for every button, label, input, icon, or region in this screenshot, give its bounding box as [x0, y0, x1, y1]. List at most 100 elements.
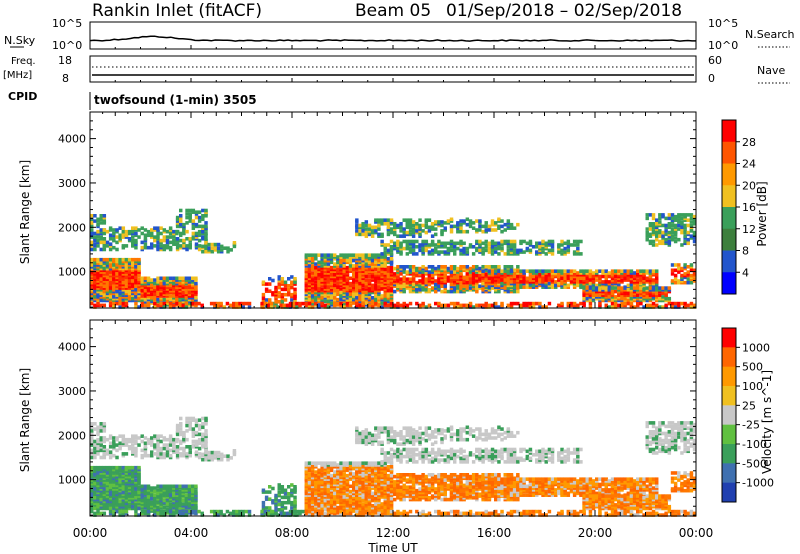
- power-cell: [178, 276, 182, 281]
- power-cell: [153, 292, 157, 297]
- power-cell: [610, 301, 615, 306]
- velocity-cell: [102, 483, 107, 488]
- power-cell: [579, 269, 583, 273]
- power-cell: [105, 293, 110, 297]
- power-cell: [440, 270, 444, 274]
- power-cell: [358, 303, 362, 308]
- velocity-cell: [105, 467, 110, 472]
- power-cell: [421, 229, 425, 233]
- power-cell: [268, 298, 272, 302]
- power-cell: [370, 258, 375, 263]
- power-cell: [121, 229, 126, 234]
- power-cell: [547, 278, 552, 282]
- power-cell: [93, 235, 97, 239]
- power-cell: [162, 283, 167, 288]
- velocity-cell: [115, 478, 119, 482]
- power-cell: [329, 273, 334, 277]
- power-cell: [541, 305, 545, 309]
- power-cell: [446, 289, 451, 294]
- power-cell: [287, 292, 291, 297]
- power-cell: [446, 219, 451, 223]
- power-cell: [348, 303, 353, 308]
- velocity-cell: [150, 507, 154, 512]
- power-cell: [525, 276, 530, 281]
- power-cell: [314, 257, 318, 261]
- power-cell: [399, 229, 403, 233]
- power-cell: [386, 252, 391, 256]
- power-cell: [509, 269, 514, 273]
- power-cell: [358, 278, 362, 282]
- velocity-cell: [131, 450, 135, 454]
- power-cell: [673, 223, 678, 228]
- power-cell: [677, 279, 681, 283]
- power-cell: [348, 292, 353, 297]
- power-cell: [670, 237, 675, 242]
- power-cell: [522, 271, 526, 275]
- velocity-cell: [187, 505, 192, 510]
- power-cell: [509, 265, 514, 269]
- power-cell: [274, 303, 278, 308]
- power-cell: [598, 278, 602, 282]
- power-cell: [554, 280, 558, 284]
- power-cell: [156, 233, 160, 238]
- power-cell: [440, 277, 444, 281]
- power-cell: [108, 242, 113, 246]
- power-cell: [670, 272, 675, 276]
- power-cell: [607, 305, 612, 309]
- velocity-cell: [96, 504, 100, 509]
- power-cell: [307, 301, 312, 306]
- power-cell: [617, 298, 621, 303]
- velocity-cell: [121, 499, 126, 504]
- power-cell: [465, 250, 470, 254]
- power-cell: [459, 284, 463, 289]
- power-cell: [268, 277, 272, 281]
- power-cell: [440, 245, 444, 249]
- power-cell: [137, 257, 141, 262]
- power-cell: [427, 245, 432, 249]
- power-cell: [380, 301, 384, 305]
- power-cell: [121, 293, 126, 297]
- power-cell: [326, 296, 331, 300]
- power-cell: [108, 266, 113, 271]
- power-cell: [396, 282, 400, 287]
- power-cell: [320, 273, 324, 277]
- power-cell: [569, 301, 574, 306]
- power-cell: [175, 299, 179, 304]
- power-cell: [124, 289, 129, 294]
- power-cell: [191, 280, 195, 284]
- power-cell: [405, 303, 410, 308]
- power-cell: [459, 303, 463, 308]
- power-cell: [336, 271, 340, 275]
- power-cell: [367, 287, 372, 291]
- velocity-cell: [102, 452, 107, 456]
- power-cell: [333, 255, 337, 259]
- power-cell: [358, 296, 362, 300]
- power-cell: [572, 250, 577, 254]
- power-cell: [506, 226, 511, 230]
- power-cell: [380, 234, 384, 238]
- power-cell: [475, 303, 479, 308]
- power-cell: [134, 231, 138, 236]
- power-cell: [481, 229, 485, 234]
- power-cell: [352, 290, 356, 295]
- power-cell: [386, 285, 391, 289]
- power-cell: [323, 273, 328, 277]
- velocity-cell: [121, 441, 126, 446]
- power-cell: [655, 225, 659, 230]
- velocity-cell: [175, 439, 179, 444]
- power-cell: [459, 241, 463, 246]
- power-cell: [274, 287, 278, 292]
- power-cell: [140, 287, 144, 291]
- power-cell: [655, 276, 659, 281]
- power-cell: [140, 283, 144, 288]
- power-cell: [134, 228, 138, 232]
- velocity-cell: [93, 497, 97, 502]
- power-cell: [112, 257, 116, 262]
- velocity-cell: [93, 504, 97, 509]
- velocity-cell: [90, 448, 94, 453]
- power-cell: [632, 273, 637, 277]
- power-cell: [557, 271, 561, 275]
- velocity-cell: [93, 494, 97, 498]
- power-cell: [90, 240, 94, 245]
- power-cell: [134, 279, 138, 283]
